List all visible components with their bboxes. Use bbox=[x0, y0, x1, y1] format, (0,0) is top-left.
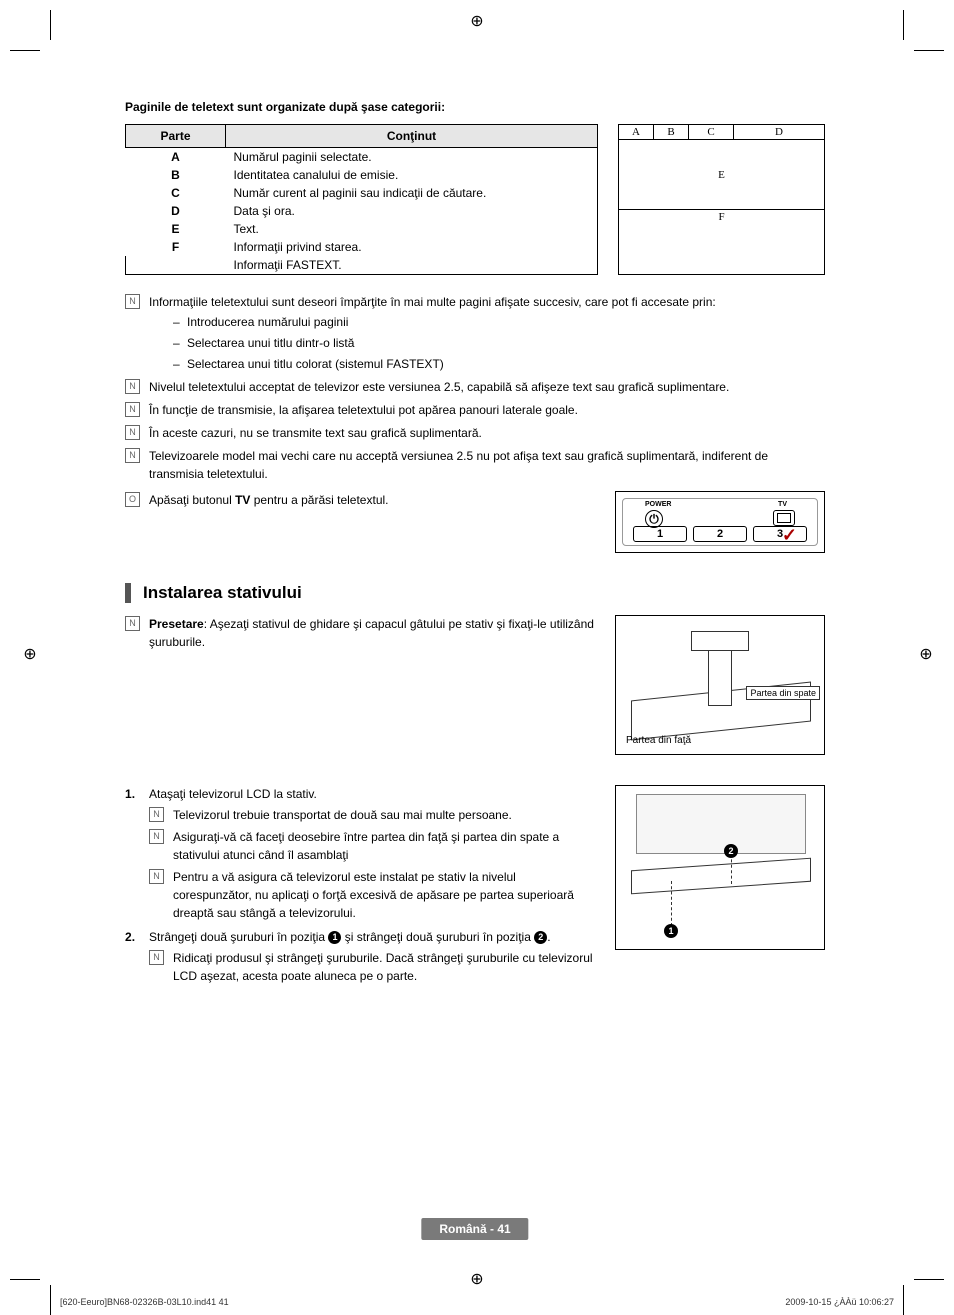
circle-1-icon: 1 bbox=[664, 924, 678, 938]
diagram-cell-e: E bbox=[619, 140, 824, 210]
step-item: Ataşaţi televizorul LCD la stativ. Telev… bbox=[125, 785, 595, 922]
sub-note-item: Asiguraţi-vă că faceţi deosebire între p… bbox=[149, 828, 595, 864]
page-content: Paginile de teletext sunt organizate dup… bbox=[50, 40, 900, 1270]
sub-item: Introducerea numărului paginii bbox=[173, 313, 825, 331]
teletext-layout-diagram: A B C D E F bbox=[618, 124, 825, 275]
table-row: ANumărul paginii selectate. bbox=[126, 148, 598, 167]
note-icon bbox=[125, 425, 140, 440]
table-row: Informaţii FASTEXT. bbox=[126, 256, 598, 275]
registration-mark-icon: ⊕ bbox=[467, 1270, 487, 1290]
diagram-cell-b: B bbox=[654, 125, 689, 139]
circle-1-icon: 1 bbox=[328, 931, 341, 944]
crop-mark bbox=[903, 10, 904, 40]
section-title: Instalarea stativului bbox=[143, 583, 302, 603]
sub-note-item: Ridicaţi produsul şi strângeţi şuruburil… bbox=[149, 949, 595, 985]
note-icon bbox=[125, 448, 140, 463]
note-icon bbox=[149, 869, 164, 884]
sub-item: Selectarea unui titlu dintr-o listă bbox=[173, 334, 825, 352]
crop-mark bbox=[50, 10, 51, 40]
page-number-footer: Română - 41 bbox=[421, 1218, 528, 1240]
tv-button-icon bbox=[773, 510, 795, 526]
table-header-content: Conţinut bbox=[226, 125, 598, 148]
note-item: Apăsaţi butonul TV pentru a părăsi telet… bbox=[125, 491, 605, 509]
stand-assembly-diagram: 1 2 bbox=[615, 785, 825, 950]
note-item: Televizoarele model mai vechi care nu ac… bbox=[125, 447, 825, 483]
crop-mark bbox=[914, 1279, 944, 1280]
note-item: În funcţie de transmisie, la afişarea te… bbox=[125, 401, 825, 419]
remote-number-2: 2 bbox=[693, 526, 747, 542]
note-item: Informaţiile teletextului sunt deseori î… bbox=[125, 293, 825, 373]
note-icon bbox=[125, 402, 140, 417]
steps-list: Ataşaţi televizorul LCD la stativ. Telev… bbox=[125, 785, 595, 985]
note-icon bbox=[125, 294, 140, 309]
table-header-part: Parte bbox=[126, 125, 226, 148]
note-item: Presetare: Aşezaţi stativul de ghidare ş… bbox=[125, 615, 595, 651]
table-row: EText. bbox=[126, 220, 598, 238]
registration-mark-icon: ⊕ bbox=[916, 645, 936, 665]
label-front: Partea din faţă bbox=[626, 735, 691, 746]
sub-note-item: Pentru a vă asigura că televizorul este … bbox=[149, 868, 595, 922]
diagram-cell-f: F bbox=[619, 210, 824, 224]
parts-table: Parte Conţinut ANumărul paginii selectat… bbox=[125, 124, 598, 275]
document-footer: [620-Eeuro]BN68-02326B-03L10.ind41 41 20… bbox=[60, 1297, 894, 1307]
sub-note-item: Televizorul trebuie transportat de două … bbox=[149, 806, 595, 824]
notes-list: Informaţiile teletextului sunt deseori î… bbox=[125, 293, 825, 483]
note-icon bbox=[149, 807, 164, 822]
note-icon bbox=[125, 379, 140, 394]
table-row: BIdentitatea canalului de emisie. bbox=[126, 166, 598, 184]
crop-mark bbox=[903, 1285, 904, 1315]
section-heading: Instalarea stativului bbox=[125, 583, 825, 603]
action-icon bbox=[125, 492, 140, 507]
crop-mark bbox=[50, 1285, 51, 1315]
diagram-cell-a: A bbox=[619, 125, 654, 139]
circle-2-icon: 2 bbox=[724, 844, 738, 858]
note-icon bbox=[125, 616, 140, 631]
note-item: În aceste cazuri, nu se transmite text s… bbox=[125, 424, 825, 442]
table-row: DData şi ora. bbox=[126, 202, 598, 220]
remote-number-3: 3 bbox=[753, 526, 807, 542]
diagram-cell-c: C bbox=[689, 125, 734, 139]
doc-footer-right: 2009-10-15 ¿ÀÀü 10:06:27 bbox=[785, 1297, 894, 1307]
note-item: Nivelul teletextului acceptat de televiz… bbox=[125, 378, 825, 396]
note-icon bbox=[149, 950, 164, 965]
tv-label: TV bbox=[778, 501, 787, 508]
diagram-cell-d: D bbox=[734, 125, 824, 139]
section-bar-icon bbox=[125, 583, 131, 603]
table-row: CNumăr curent al paginii sau indicaţii d… bbox=[126, 184, 598, 202]
doc-footer-left: [620-Eeuro]BN68-02326B-03L10.ind41 41 bbox=[60, 1297, 229, 1307]
remote-control-diagram: POWER TV ⏻ ✓ 1 2 3 bbox=[615, 491, 825, 553]
remote-number-1: 1 bbox=[633, 526, 687, 542]
stand-preset-diagram: Partea din spate Partea din faţă bbox=[615, 615, 825, 755]
power-label: POWER bbox=[645, 501, 671, 508]
step-item: Strângeţi două şuruburi în poziţia 1 şi … bbox=[125, 928, 595, 985]
registration-mark-icon: ⊕ bbox=[20, 645, 40, 665]
table-row: FInformaţii privind starea. bbox=[126, 238, 598, 256]
note-icon bbox=[149, 829, 164, 844]
crop-mark bbox=[10, 1279, 40, 1280]
sub-item: Selectarea unui titlu colorat (sistemul … bbox=[173, 355, 825, 373]
crop-mark bbox=[914, 50, 944, 51]
registration-mark-icon: ⊕ bbox=[467, 12, 487, 32]
intro-heading: Paginile de teletext sunt organizate dup… bbox=[125, 100, 825, 114]
circle-2-icon: 2 bbox=[534, 931, 547, 944]
label-back: Partea din spate bbox=[746, 686, 820, 700]
crop-mark bbox=[10, 50, 40, 51]
